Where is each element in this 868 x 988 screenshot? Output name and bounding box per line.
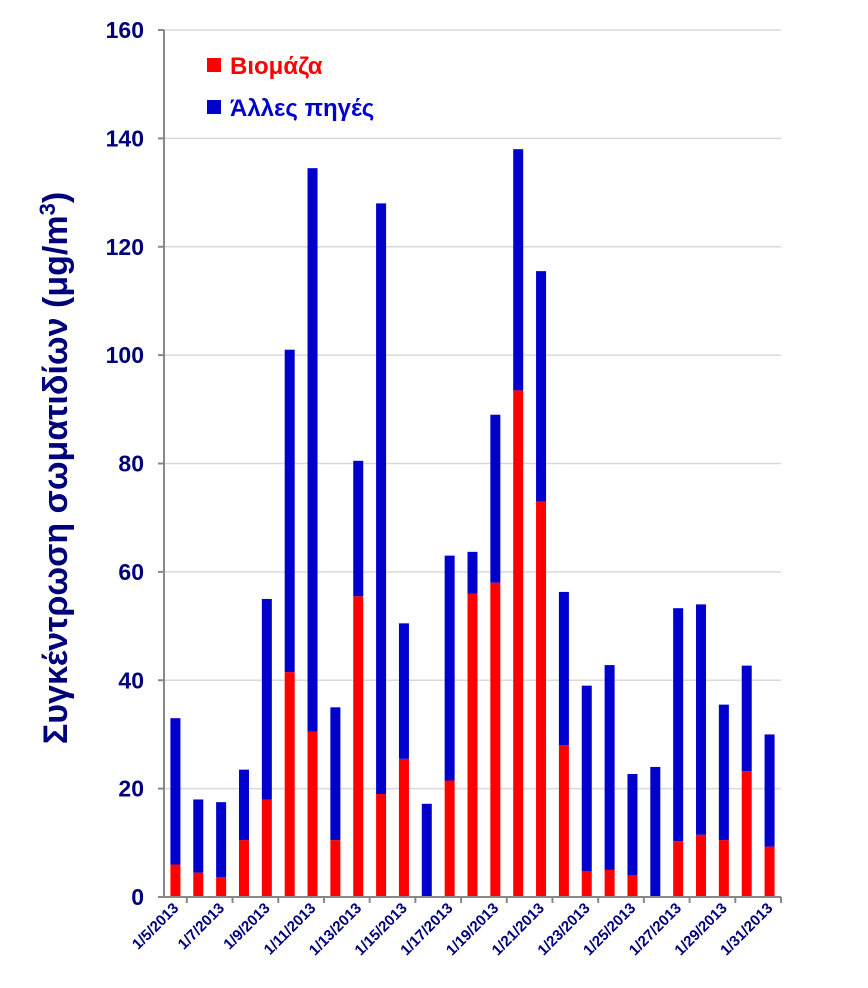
bar-segment-biomass (353, 596, 364, 897)
bar-segment-other-sources (467, 551, 478, 594)
bar-segment-biomass (581, 870, 592, 897)
bar-segment-biomass (513, 390, 524, 897)
bar-segment-other-sources (398, 623, 409, 759)
bar-segment-other-sources (307, 168, 318, 732)
bar-segment-biomass (376, 794, 387, 897)
bar-segment-biomass (764, 846, 775, 897)
bar-segment-other-sources (627, 773, 638, 876)
bar-segment-other-sources (673, 608, 684, 842)
bar-segment-biomass (284, 672, 295, 897)
bar-segment-other-sources (718, 704, 729, 841)
y-axis-label-main: Συγκέντρωση σωματιδίων (μg/m (37, 215, 75, 744)
bar-segment-biomass (467, 593, 478, 897)
bar-segment-other-sources (216, 802, 227, 877)
bar-segment-biomass (741, 771, 752, 897)
y-tick-label: 40 (118, 667, 144, 693)
bar-segment-other-sources (650, 766, 661, 897)
bar-segment-biomass (536, 501, 547, 897)
y-tick-label: 20 (118, 776, 144, 802)
bar-segment-other-sources (376, 203, 387, 795)
legend-label-other-sources: Άλλες πηγές (230, 95, 374, 122)
bar-segment-biomass (238, 840, 249, 897)
bar-segment-other-sources (238, 769, 249, 841)
bar-segment-biomass (558, 745, 569, 897)
bar-segment-biomass (307, 731, 318, 897)
bars (170, 149, 775, 897)
bar-segment-biomass (193, 872, 204, 897)
bar-segment-other-sources (421, 803, 432, 897)
bar-segment-other-sources (764, 734, 775, 847)
bar-segment-biomass (444, 780, 455, 897)
bar-segment-biomass (604, 869, 615, 897)
bar-segment-other-sources (170, 718, 181, 865)
legend-swatch-other-sources (207, 100, 221, 114)
legend-label-biomass: Βιομάζα (230, 53, 323, 80)
bar-segment-other-sources (536, 271, 547, 502)
legend-swatch-biomass (207, 58, 221, 72)
bar-segment-other-sources (741, 665, 752, 772)
bar-segment-other-sources (444, 555, 455, 781)
bar-segment-other-sources (261, 598, 272, 800)
y-tick-label: 100 (106, 342, 144, 368)
bar-segment-other-sources (353, 460, 364, 597)
x-tick-labels: 1/5/20131/7/20131/9/20131/11/20131/13/20… (129, 897, 782, 959)
bar-segment-biomass (718, 840, 729, 897)
bar-segment-other-sources (193, 799, 204, 873)
bar-segment-other-sources (696, 604, 707, 835)
bar-segment-biomass (490, 582, 501, 897)
bar-segment-biomass (216, 876, 227, 897)
bar-segment-biomass (696, 834, 707, 897)
y-axis-label-close: ) (37, 192, 75, 203)
y-tick-label: 80 (118, 451, 144, 477)
bar-segment-biomass (261, 799, 272, 897)
bar-segment-other-sources (330, 707, 341, 841)
bar-segment-biomass (398, 758, 409, 897)
bar-segment-biomass (673, 841, 684, 897)
y-tick-label: 160 (106, 17, 144, 43)
x-tick-label: 1/7/2013 (175, 900, 228, 953)
legend: Βιομάζα Άλλες πηγές (207, 53, 374, 122)
y-tick-label: 120 (106, 234, 144, 260)
bar-segment-other-sources (284, 349, 295, 673)
bar-segment-other-sources (604, 665, 615, 870)
y-tick-labels: 0 20 40 60 80 100 120 140 160 (106, 17, 164, 910)
y-axis-label-superscript: 3 (35, 203, 60, 215)
y-tick-label: 0 (131, 884, 144, 910)
bar-segment-biomass (170, 864, 181, 897)
y-tick-label: 60 (118, 559, 144, 585)
y-tick-label: 140 (106, 125, 144, 151)
bar-segment-biomass (627, 875, 638, 897)
bar-segment-other-sources (490, 414, 501, 583)
bar-segment-other-sources (581, 685, 592, 871)
bar-segment-other-sources (558, 591, 569, 746)
bar-segment-other-sources (513, 149, 524, 391)
y-axis-label: Συγκέντρωση σωματιδίων (μg/m3) (35, 192, 76, 744)
bar-segment-biomass (330, 840, 341, 897)
